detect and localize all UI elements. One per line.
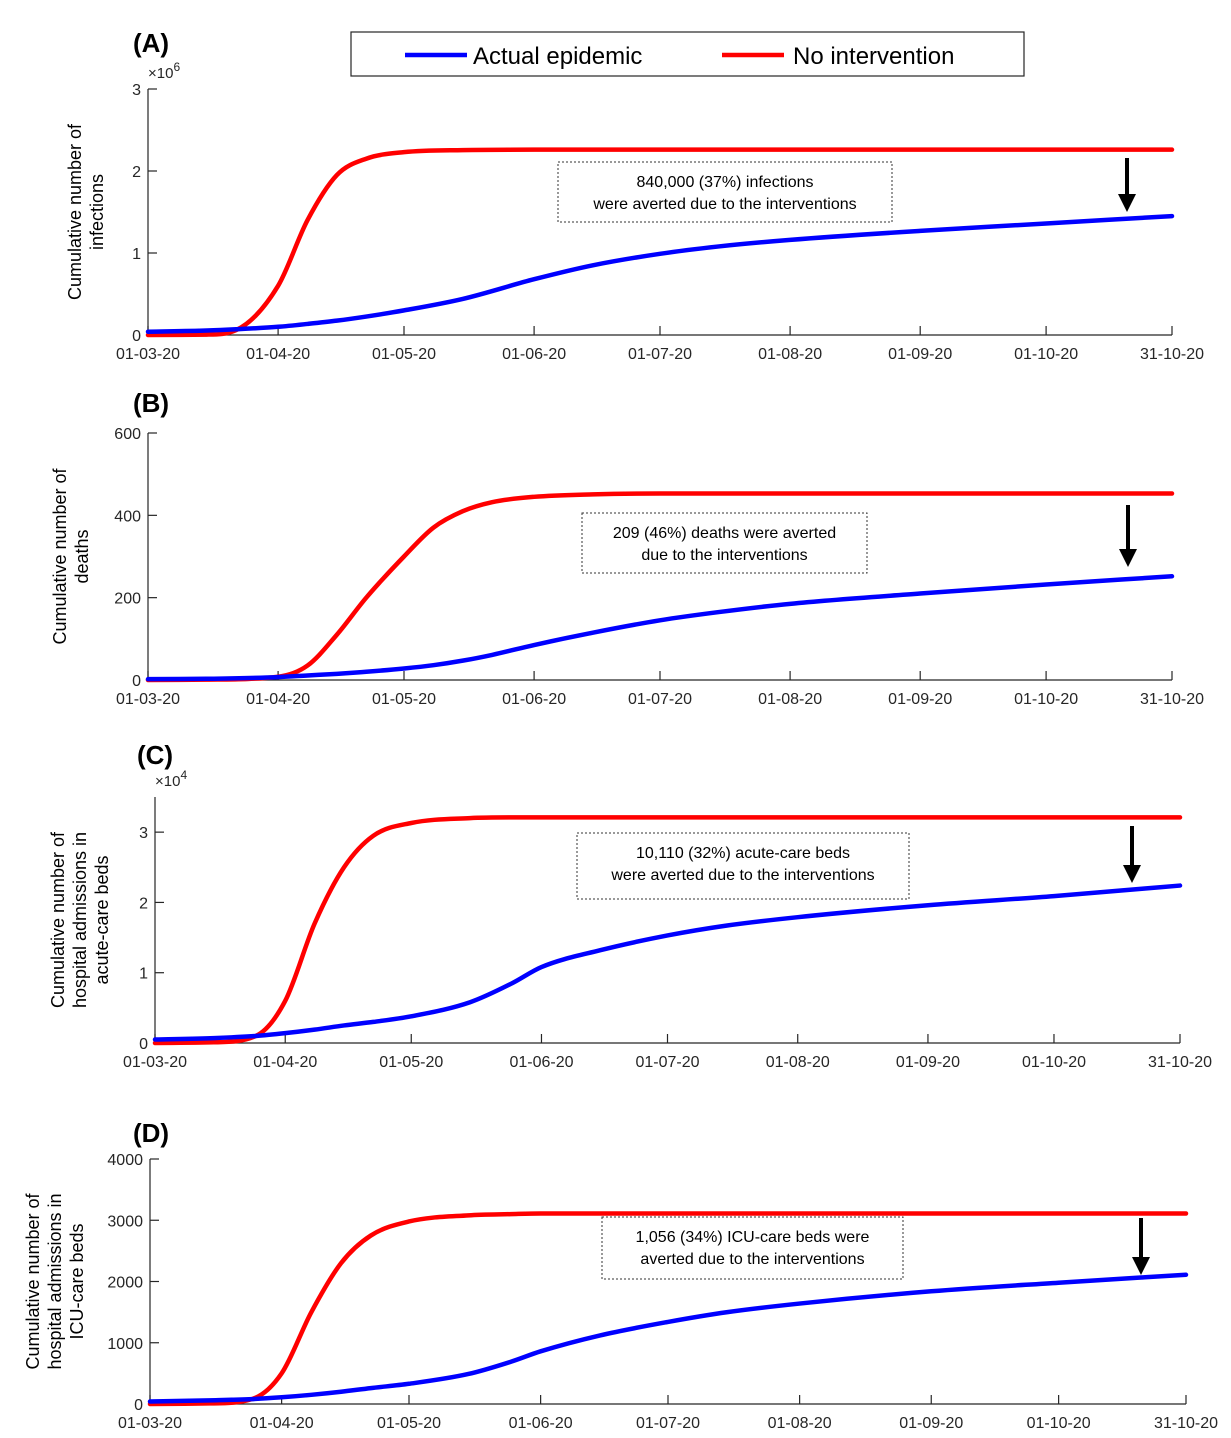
- arrow-head: [1118, 194, 1136, 212]
- y-tick-label: 0: [132, 673, 141, 690]
- annotation-text: averted due to the interventions: [640, 1251, 864, 1268]
- panel-label: (C): [137, 740, 173, 770]
- y-tick-label: 3: [139, 825, 148, 842]
- annotation-box: [601, 1216, 904, 1280]
- x-tick-label: 01-10-20: [1022, 1054, 1086, 1071]
- series-line-actual-epidemic: [145, 213, 1175, 334]
- x-tick-label: 01-05-20: [379, 1054, 443, 1071]
- x-tick-label: 01-06-20: [502, 346, 566, 363]
- y-tick-label: 0: [139, 1036, 148, 1053]
- panel-label: (B): [133, 388, 169, 418]
- y-tick-label: 2000: [107, 1275, 143, 1292]
- legend-no-intervention-label: No intervention: [793, 43, 954, 70]
- y-exponent-label: ×104: [155, 768, 187, 790]
- x-tick-label: 01-08-20: [768, 1415, 832, 1432]
- x-tick-label: 01-08-20: [766, 1054, 830, 1071]
- x-tick-label: 01-10-20: [1027, 1415, 1091, 1432]
- y-tick-label: 4000: [107, 1152, 143, 1169]
- x-tick-label: 01-04-20: [253, 1054, 317, 1071]
- annotation-box: [557, 161, 893, 223]
- x-tick-label: 01-03-20: [116, 691, 180, 708]
- x-tick-label: 01-03-20: [123, 1054, 187, 1071]
- legend: Actual epidemic No intervention: [350, 31, 1025, 77]
- series-line-actual-epidemic: [145, 574, 1175, 682]
- y-exponent-label: ×106: [148, 60, 180, 82]
- annotation-text: 1,056 (34%) ICU-care beds were: [636, 1229, 870, 1246]
- annotation-text: were averted due to the interventions: [610, 867, 874, 884]
- y-tick-label: 400: [114, 508, 141, 525]
- x-tick-label: 31-10-20: [1154, 1415, 1218, 1432]
- y-tick-label: 2: [132, 164, 141, 181]
- y-tick-label: 0: [132, 328, 141, 345]
- y-axis-label: Cumulative number of infections: [65, 123, 107, 300]
- y-tick-label: 1: [132, 246, 141, 263]
- annotation-text: 840,000 (37%) infections: [637, 174, 814, 191]
- panel-label: (A): [133, 28, 169, 58]
- annotation-box: [576, 832, 910, 900]
- y-tick-label: 2: [139, 895, 148, 912]
- chart-panel-a: 01-03-20 01-04-20 01-05-20 01-06-20 01-07-20…: [65, 28, 1204, 363]
- annotation-box: [581, 512, 868, 574]
- legend-actual-label: Actual epidemic: [473, 43, 642, 70]
- y-tick-label: 0: [134, 1397, 143, 1414]
- y-tick-label: 200: [114, 591, 141, 608]
- chart-panel-c: 01-03-20 01-04-20 01-05-20 01-06-20 01-07-20…: [48, 740, 1212, 1071]
- x-tick-label: 01-03-20: [116, 346, 180, 363]
- annotation-text: 10,110 (32%) acute-care beds: [636, 845, 850, 862]
- y-tick-label: 3000: [107, 1213, 143, 1230]
- x-tick-label: 01-06-20: [509, 1415, 573, 1432]
- arrow-head: [1132, 1257, 1150, 1275]
- y-tick-label: 1: [139, 966, 148, 983]
- x-tick-label: 31-10-20: [1140, 691, 1204, 708]
- x-tick-label: 01-05-20: [377, 1415, 441, 1432]
- series-line-no-intervention: [152, 815, 1183, 1046]
- series-line-no-intervention: [147, 1211, 1189, 1407]
- x-tick-label: 01-09-20: [888, 691, 952, 708]
- x-tick-label: 01-04-20: [246, 346, 310, 363]
- y-axis-label: Cumulative number of deaths: [50, 467, 92, 644]
- x-tick-label: 01-09-20: [896, 1054, 960, 1071]
- x-tick-label: 01-05-20: [372, 346, 436, 363]
- x-tick-label: 01-06-20: [509, 1054, 573, 1071]
- x-tick-label: 31-10-20: [1148, 1054, 1212, 1071]
- x-tick-label: 01-07-20: [628, 691, 692, 708]
- y-tick-label: 1000: [107, 1336, 143, 1353]
- x-tick-label: 01-10-20: [1014, 346, 1078, 363]
- x-tick-label: 31-10-20: [1140, 346, 1204, 363]
- panel-label: (D): [133, 1118, 169, 1148]
- x-tick-label: 01-07-20: [636, 1415, 700, 1432]
- x-tick-label: 01-08-20: [758, 346, 822, 363]
- annotation-text: due to the interventions: [641, 547, 807, 564]
- y-axis-label: Cumulative number of hospital admissions …: [23, 1192, 87, 1369]
- x-tick-label: 01-08-20: [758, 691, 822, 708]
- x-tick-label: 01-03-20: [118, 1415, 182, 1432]
- y-tick-label: 600: [114, 426, 141, 443]
- chart-panel-d: 01-03-20 01-04-20 01-05-20 01-06-20 01-07-20…: [23, 1118, 1218, 1432]
- y-tick-label: 3: [132, 82, 141, 99]
- annotation-text: 209 (46%) deaths were averted: [613, 525, 836, 542]
- series-line-actual-epidemic: [152, 883, 1183, 1042]
- x-tick-label: 01-04-20: [250, 1415, 314, 1432]
- y-axis-label: Cumulative number of hospital admissions …: [48, 831, 112, 1008]
- x-tick-label: 01-06-20: [502, 691, 566, 708]
- x-tick-label: 01-09-20: [899, 1415, 963, 1432]
- x-tick-label: 01-07-20: [628, 346, 692, 363]
- x-tick-label: 01-07-20: [635, 1054, 699, 1071]
- arrow-head: [1123, 865, 1141, 883]
- x-tick-label: 01-09-20: [888, 346, 952, 363]
- series-line-no-intervention: [145, 147, 1175, 338]
- series-line-no-intervention: [145, 491, 1175, 683]
- series-line-actual-epidemic: [147, 1272, 1189, 1404]
- x-tick-label: 01-10-20: [1014, 691, 1078, 708]
- annotation-text: were averted due to the interventions: [592, 196, 856, 213]
- arrow-head: [1119, 549, 1137, 567]
- x-tick-label: 01-05-20: [372, 691, 436, 708]
- x-tick-label: 01-04-20: [246, 691, 310, 708]
- chart-panel-b: 01-03-20 01-04-20 01-05-20 01-06-20 01-07-20…: [50, 388, 1204, 708]
